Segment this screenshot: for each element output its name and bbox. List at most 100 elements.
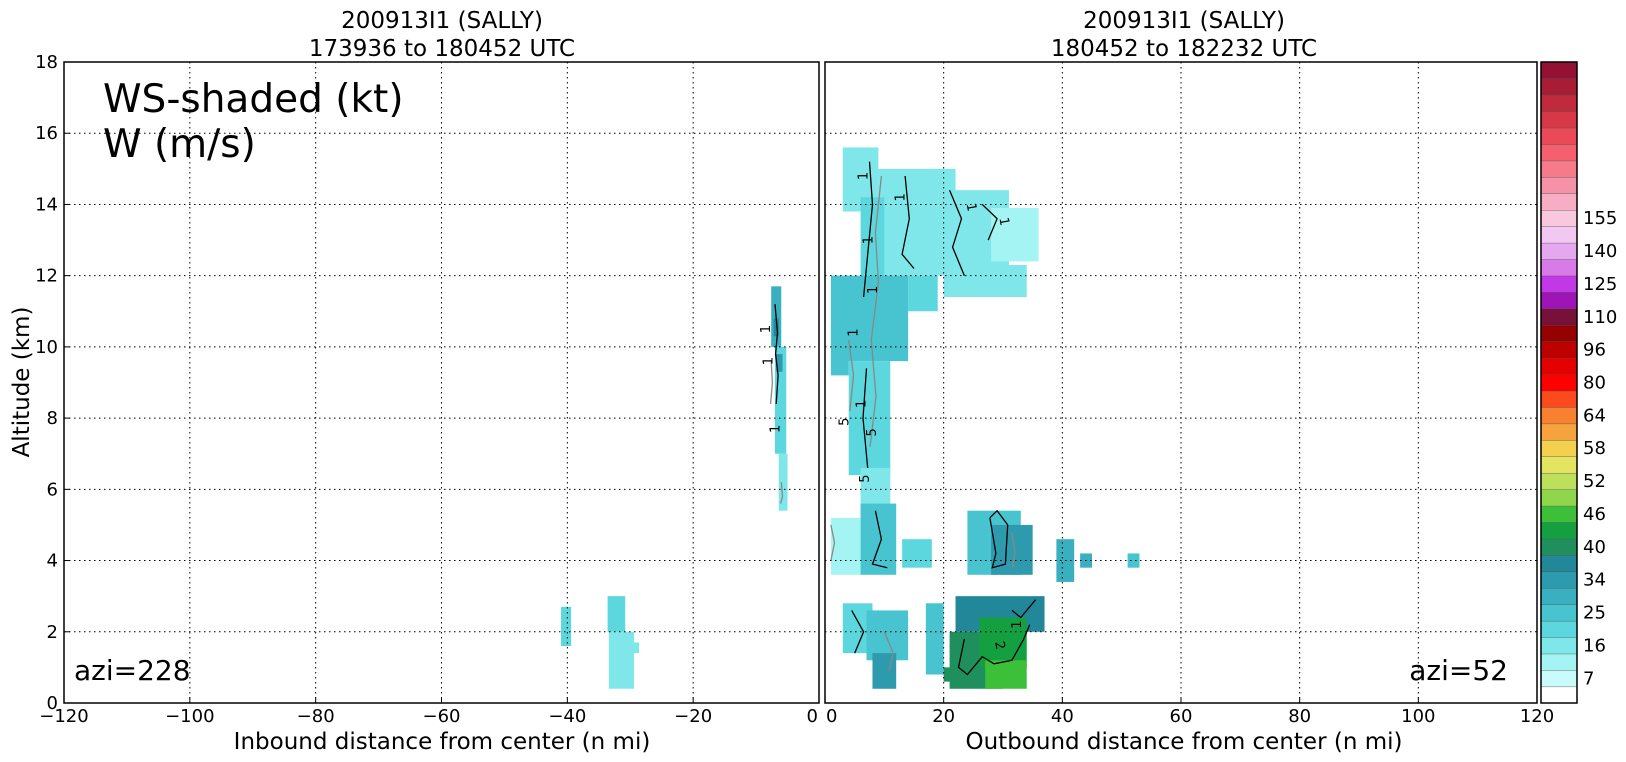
contour-line <box>774 304 779 404</box>
colorbar-swatch <box>1540 604 1578 622</box>
y-axis-label: Altitude (km) <box>9 307 35 458</box>
y-tick-label: 0 <box>47 693 58 714</box>
colorbar-swatch <box>1540 242 1578 260</box>
x-tick-label: −40 <box>548 706 586 727</box>
colorbar-swatch <box>1540 324 1578 342</box>
colorbar-swatch <box>1540 341 1578 359</box>
x-tick-label: −20 <box>674 706 712 727</box>
colorbar-tick-label: 52 <box>1583 471 1606 492</box>
x-tick-label: 0 <box>807 706 818 727</box>
colorbar-swatch <box>1540 61 1578 79</box>
colorbar-swatch <box>1540 226 1578 244</box>
contour-line <box>883 631 894 672</box>
ws-cell-4 <box>943 264 1027 298</box>
colorbar-swatch <box>1540 686 1578 704</box>
colorbar-swatch <box>1540 620 1578 638</box>
colorbar-swatch <box>1540 160 1578 178</box>
contour-line <box>989 509 1009 569</box>
contour-line <box>957 624 1031 676</box>
colorbar-swatch <box>1540 554 1578 573</box>
contour-line <box>779 482 784 504</box>
right-grid <box>825 62 1537 703</box>
colorbar-swatch <box>1540 653 1578 671</box>
colorbar-tick-label: 64 <box>1583 405 1606 426</box>
x-tick-label: 120 <box>1520 706 1554 727</box>
colorbar-swatch <box>1540 505 1578 523</box>
x-tick-label: −100 <box>165 706 214 727</box>
ws-cell-7 <box>908 275 938 312</box>
contour-line <box>871 510 888 569</box>
colorbar-swatch <box>1540 587 1578 605</box>
contour-line <box>901 175 915 269</box>
x-tick-label: 0 <box>826 706 837 727</box>
colorbar-swatch <box>1540 308 1578 326</box>
ws-cell-7 <box>608 631 635 689</box>
colorbar-swatch <box>1540 374 1578 392</box>
colorbar-tick-label: 125 <box>1583 274 1617 295</box>
right-w-contours: 1 1 1 1 1 1 1 1 5 5 5 2 1 <box>830 161 1037 676</box>
ws-cell-18 <box>1127 553 1140 568</box>
y-tick-label: 4 <box>47 551 58 572</box>
colorbar-swatch <box>1540 94 1578 112</box>
contour-line <box>848 339 855 412</box>
contour-line <box>862 368 869 469</box>
colorbar-swatch <box>1540 143 1578 162</box>
x-tick-label: −60 <box>423 706 461 727</box>
colorbar-tick-label: 155 <box>1583 208 1617 229</box>
contour-label: 1 <box>768 425 783 433</box>
left-y-tick-labels: 0 2 4 6 8 10 12 14 16 18 <box>35 52 70 714</box>
contour-line <box>1011 599 1037 619</box>
contour-line <box>981 203 998 241</box>
ws-cell-1 <box>878 168 956 276</box>
colorbar-swatch <box>1540 637 1578 655</box>
colorbar-swatch <box>1540 259 1578 277</box>
y-tick-label: 10 <box>35 337 58 358</box>
colorbar-swatch <box>1540 111 1578 129</box>
colorbar-swatch <box>1540 275 1578 293</box>
colorbar-swatch <box>1540 571 1578 589</box>
ws-cell-8 <box>830 325 849 376</box>
right-title: 200913I1 (SALLY) <box>1083 8 1285 34</box>
colorbar-swatch <box>1540 78 1578 96</box>
wind-speed-colorbar: 155 140 125 110 96 80 64 58 52 46 40 34 25 16 7 <box>1540 61 1617 704</box>
y-tick-label: 14 <box>35 194 58 215</box>
colorbar-tick-label: 34 <box>1583 570 1606 591</box>
colorbar-swatch <box>1540 176 1578 194</box>
ws-cell-8 <box>632 642 640 654</box>
contour-label: 5 <box>838 418 853 426</box>
ws-cell-9 <box>848 361 891 476</box>
ws-cell-27 <box>943 667 962 682</box>
colorbar-tick-label: 140 <box>1583 241 1617 262</box>
ws-cell-20 <box>866 610 909 661</box>
colorbar-swatches <box>1540 61 1578 704</box>
ws-cell-5 <box>561 606 572 647</box>
right-x-axis-label: Outbound distance from center (n mi) <box>966 729 1403 755</box>
colorbar-swatch <box>1540 209 1578 227</box>
left-x-axis-label: Inbound distance from center (n mi) <box>234 729 651 755</box>
left-grid <box>64 62 819 703</box>
contour-label: 1 <box>995 216 1011 227</box>
x-tick-label: 40 <box>1051 706 1074 727</box>
colorbar-tick-labels: 155 140 125 110 96 80 64 58 52 46 40 34 25 16 7 <box>1583 208 1617 689</box>
ws-cell-21 <box>872 653 897 689</box>
colorbar-swatch <box>1540 291 1578 310</box>
contour-line <box>869 175 883 447</box>
colorbar-tick-label: 110 <box>1583 307 1617 328</box>
x-tick-label: −80 <box>297 706 335 727</box>
inbound-panel: 200913I1 (SALLY) 173936 to 180452 UTC 11… <box>9 8 820 755</box>
colorbar-swatch <box>1540 127 1578 145</box>
annotation-ws-shaded: WS-shaded (kt) <box>103 77 404 122</box>
contour-label: 1 <box>759 325 774 333</box>
x-tick-label: 20 <box>932 706 955 727</box>
colorbar-tick-label: 7 <box>1583 668 1594 689</box>
colorbar-swatch <box>1540 472 1578 490</box>
colorbar-tick-label: 25 <box>1583 603 1606 624</box>
colorbar-tick-label: 58 <box>1583 438 1606 459</box>
y-tick-label: 8 <box>47 408 58 429</box>
contour-label: 5 <box>865 428 880 436</box>
x-tick-label: −120 <box>39 706 88 727</box>
colorbar-swatch <box>1540 522 1578 540</box>
contour-line <box>830 524 836 561</box>
colorbar-swatch <box>1540 390 1578 408</box>
contour-label: 1 <box>894 193 909 201</box>
